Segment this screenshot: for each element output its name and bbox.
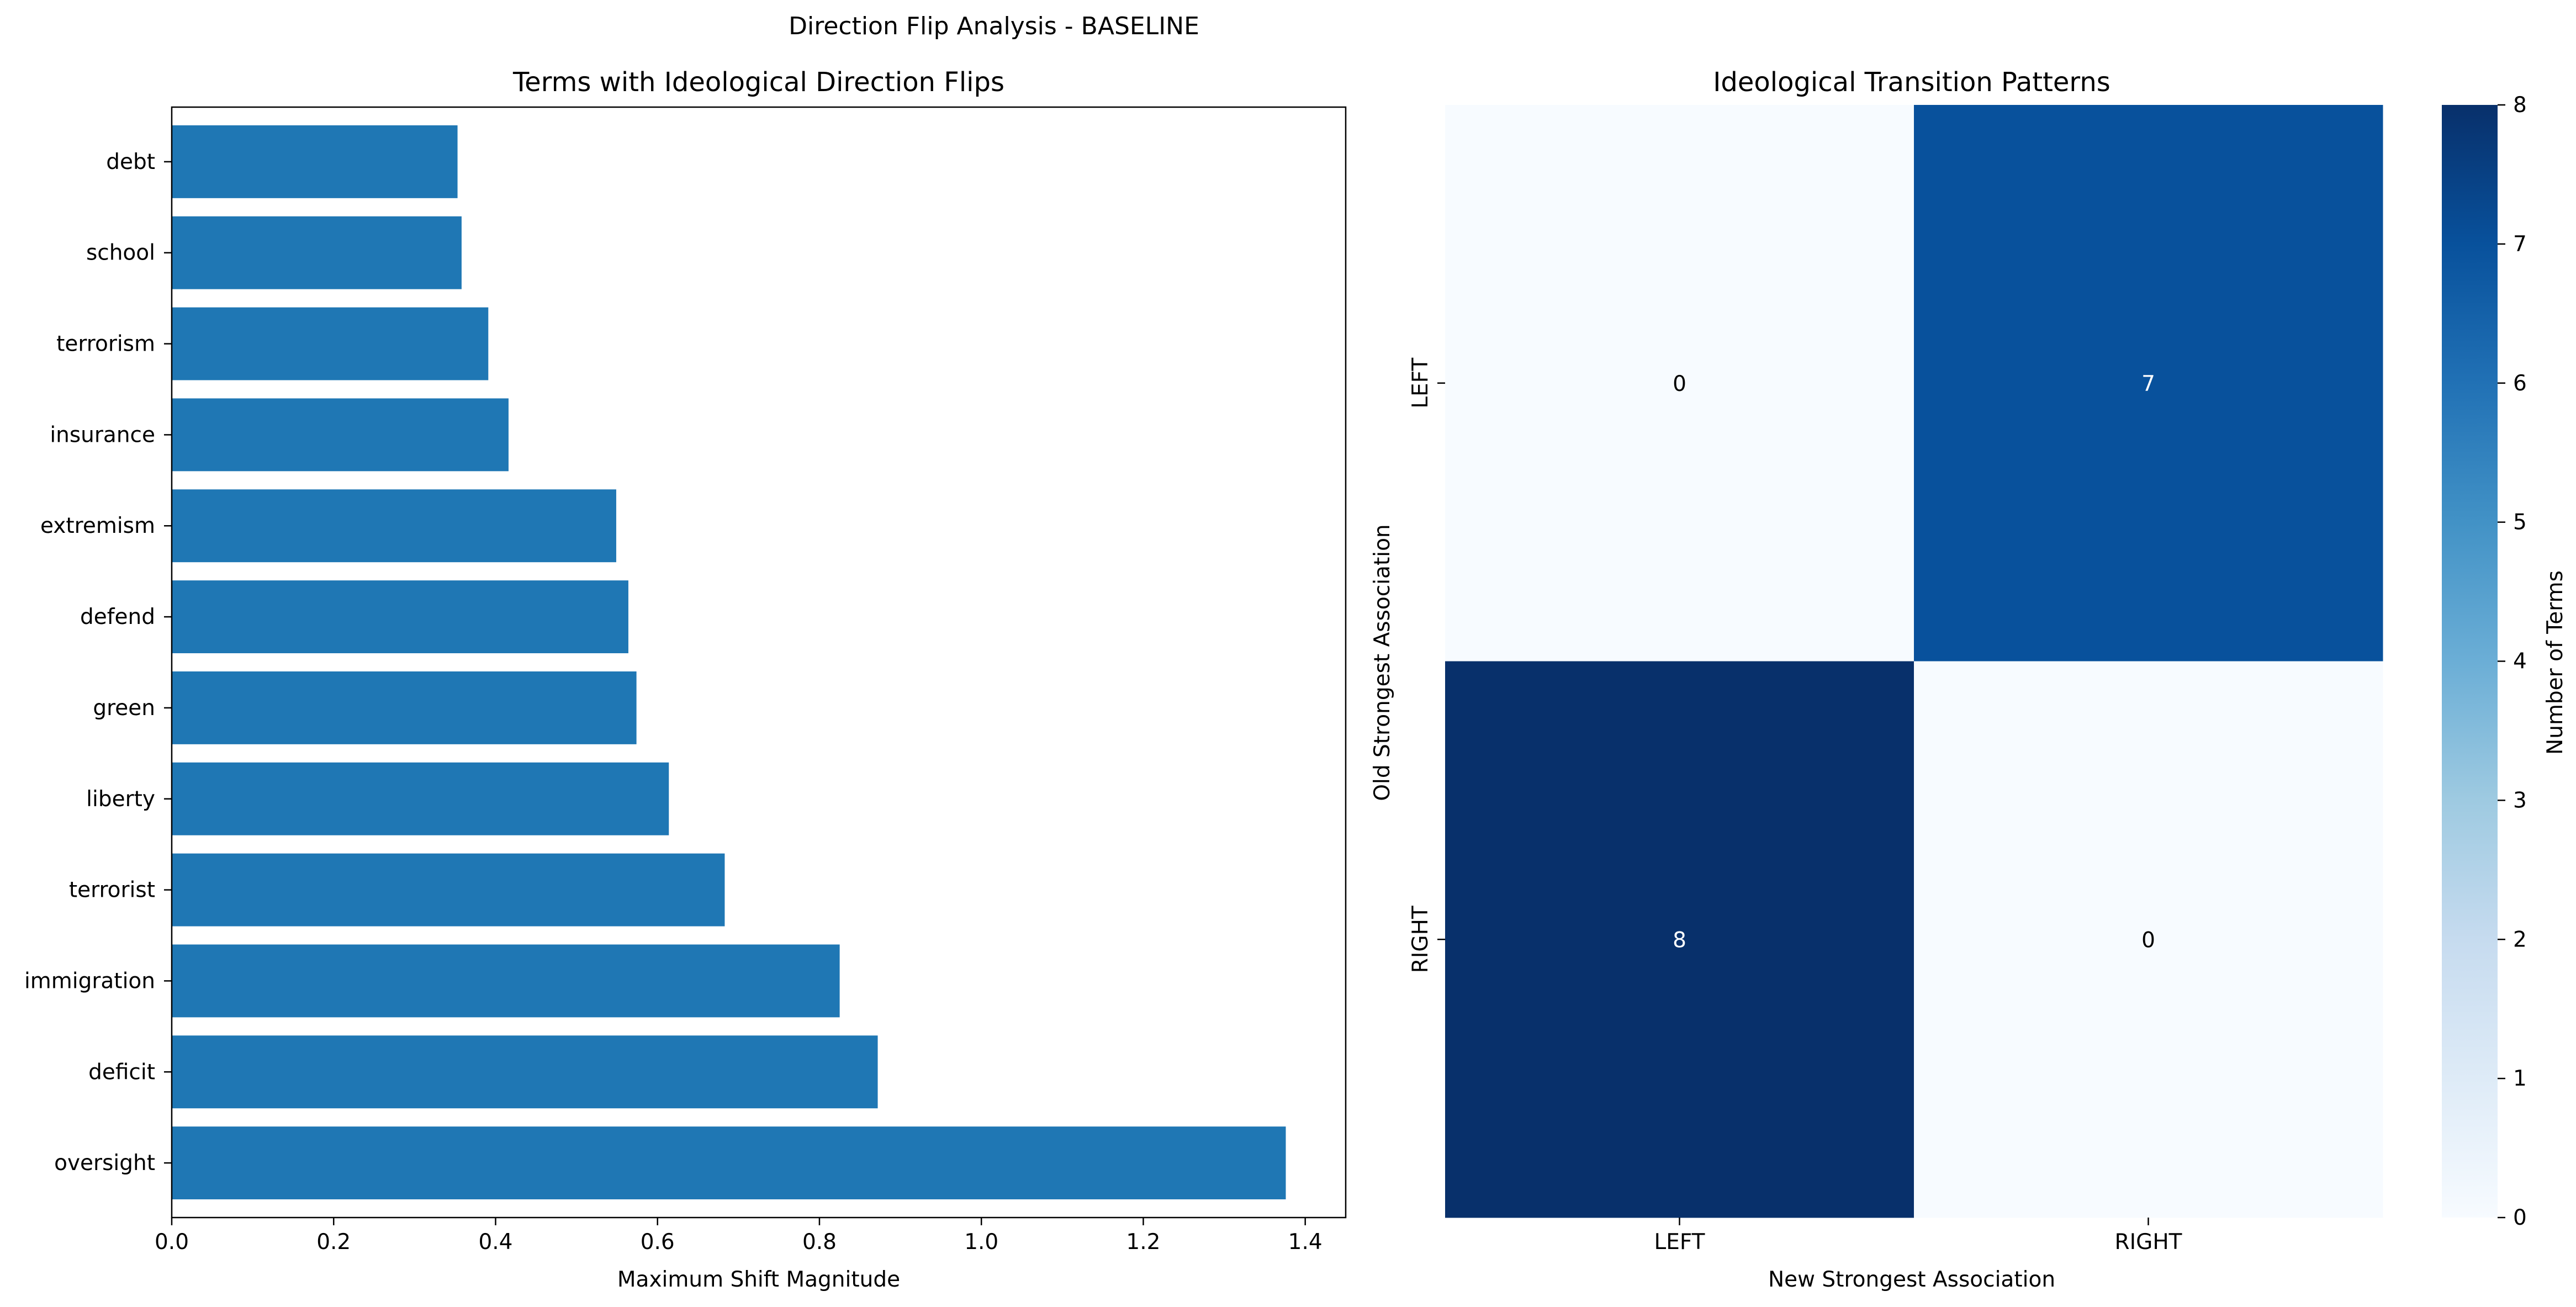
y-tick-label: deficit: [88, 1060, 155, 1084]
colorbar-tick-label: 1: [2513, 1066, 2527, 1091]
bar-plot-frame: [171, 106, 1347, 1219]
heatmap-cell-value: 0: [1673, 372, 1686, 396]
y-tick-label: green: [93, 696, 155, 721]
x-tick-label: 0.4: [478, 1230, 512, 1255]
bar-green: [172, 671, 637, 744]
y-tick-label: defend: [80, 605, 155, 629]
colorbar-tick-label: 8: [2513, 93, 2527, 118]
bar-debt: [172, 125, 458, 198]
heatmap-y-axis-label: Old Strongest Association: [1370, 524, 1395, 801]
bar-x-axis-label: Maximum Shift Magnitude: [617, 1267, 900, 1292]
x-tick-label: 0.2: [316, 1230, 351, 1255]
y-tick-label: extremism: [40, 514, 155, 538]
colorbar-tick-label: 5: [2513, 510, 2527, 535]
colorbar-tick-label: 6: [2513, 371, 2527, 396]
y-tick-label: liberty: [86, 787, 155, 812]
bar-defend: [172, 580, 628, 654]
colorbar-tick-label: 4: [2513, 649, 2527, 674]
colorbar-ticks: 0 1 2 3 4 5 6 7 8: [2498, 93, 2527, 1230]
heatmap-cell-value: 8: [1673, 928, 1686, 953]
x-tick-label: 1.2: [1126, 1230, 1160, 1255]
bar-terrorist: [172, 853, 725, 927]
bar-extremism: [172, 489, 616, 563]
heatmap-colorbar: 0 1 2 3 4 5 6 7 8 Number of Terms: [2442, 93, 2568, 1230]
y-tick-label: terrorist: [69, 878, 155, 903]
bar-x-axis-ticks: 0.0 0.2 0.4 0.6 0.8 1.0 1.2 1.4: [155, 1218, 1323, 1255]
bar-y-axis-ticks: oversight deficit immigration terrorist libe…: [24, 150, 172, 1176]
heatmap-y-axis-ticks: LEFT RIGHT: [1408, 358, 1445, 973]
heatmap-x-tick-label: RIGHT: [2115, 1230, 2182, 1255]
heatmap-y-tick-label: LEFT: [1408, 358, 1433, 409]
heatmap-x-axis-label: New Strongest Association: [1768, 1267, 2055, 1292]
bar-immigration: [172, 944, 840, 1018]
heatmap-cell-value: 0: [2141, 928, 2155, 953]
heatmap-title: Ideological Transition Patterns: [1713, 67, 2110, 98]
y-tick-label: insurance: [50, 422, 155, 447]
heatmap-cell-value: 7: [2141, 372, 2155, 396]
bar-oversight: [172, 1126, 1286, 1200]
bar-terrorism: [172, 307, 489, 380]
x-tick-label: 0.8: [802, 1230, 837, 1255]
heatmap-x-axis-ticks: LEFT RIGHT: [1654, 1218, 2182, 1255]
bar-chart-title: Terms with Ideological Direction Flips: [512, 67, 1004, 98]
bar-liberty: [172, 762, 669, 835]
colorbar-tick-label: 3: [2513, 788, 2527, 813]
bar-chart-panel: Terms with Ideological Direction Flips o…: [24, 67, 1347, 1292]
heatmap-x-tick-label: LEFT: [1654, 1230, 1705, 1255]
x-tick-label: 0.6: [641, 1230, 675, 1255]
heatmap-panel: Ideological Transition Patterns 0 7 8 0 LEF…: [1370, 67, 2383, 1292]
bar-series: [172, 125, 1286, 1200]
y-tick-label: debt: [106, 150, 155, 174]
x-tick-label: 1.0: [964, 1230, 998, 1255]
x-tick-label: 0.0: [155, 1230, 189, 1255]
heatmap-y-tick-label: RIGHT: [1408, 906, 1433, 973]
colorbar-gradient: [2442, 105, 2498, 1218]
colorbar-tick-label: 7: [2513, 232, 2527, 257]
x-tick-label: 1.4: [1288, 1230, 1323, 1255]
y-tick-label: terrorism: [56, 332, 155, 357]
heatmap-cell: [1914, 105, 2383, 662]
bar-school: [172, 216, 462, 289]
heatmap-cells: 0 7 8 0: [1445, 105, 2383, 1218]
colorbar-tick-label: 0: [2513, 1205, 2527, 1230]
y-tick-label: immigration: [24, 969, 155, 993]
colorbar-tick-label: 2: [2513, 927, 2527, 952]
heatmap-cell: [1445, 661, 1914, 1218]
heatmap-cell: [1914, 661, 2383, 1218]
figure-suptitle: Direction Flip Analysis - BASELINE: [789, 12, 1199, 40]
bar-insurance: [172, 398, 509, 472]
y-tick-label: school: [86, 241, 155, 266]
y-tick-label: oversight: [54, 1151, 155, 1176]
bar-deficit: [172, 1035, 878, 1109]
colorbar-label: Number of Terms: [2543, 570, 2568, 755]
heatmap-cell: [1445, 105, 1914, 662]
